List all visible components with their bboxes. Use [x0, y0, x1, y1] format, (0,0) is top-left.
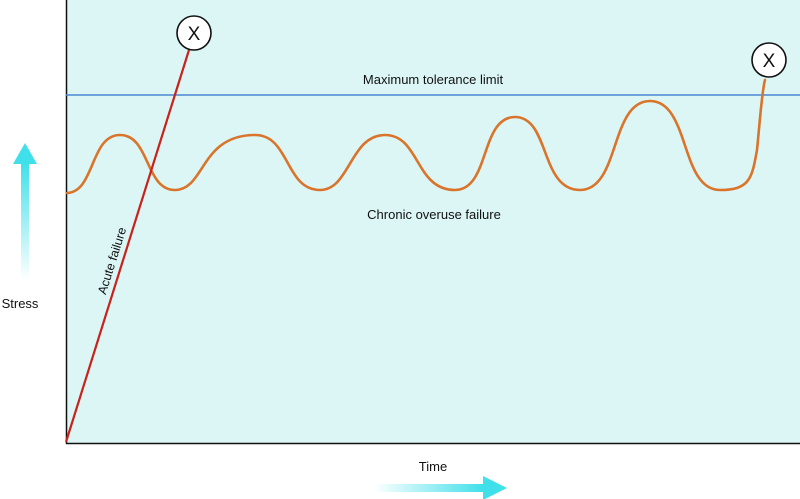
max-tolerance-label: Maximum tolerance limit — [363, 72, 504, 87]
x-circle-icon — [176, 15, 212, 51]
chronic-failure-marker: X — [751, 42, 787, 78]
chronic-overuse-curve — [65, 78, 767, 195]
y-axis-label: Stress — [2, 296, 39, 311]
acute-failure-line — [64, 49, 191, 443]
x-circle-icon — [751, 42, 787, 78]
chronic-overuse-label: Chronic overuse failure — [367, 207, 501, 222]
chronic-failure-marker-label: X — [763, 51, 776, 72]
x-axis-label: Time — [419, 459, 447, 474]
acute-failure-marker-label: X — [188, 24, 201, 45]
arrow-right-icon — [374, 476, 507, 499]
arrow-up-icon — [13, 143, 37, 280]
acute-failure-marker: X — [176, 15, 212, 51]
plot-area — [66, 0, 800, 443]
